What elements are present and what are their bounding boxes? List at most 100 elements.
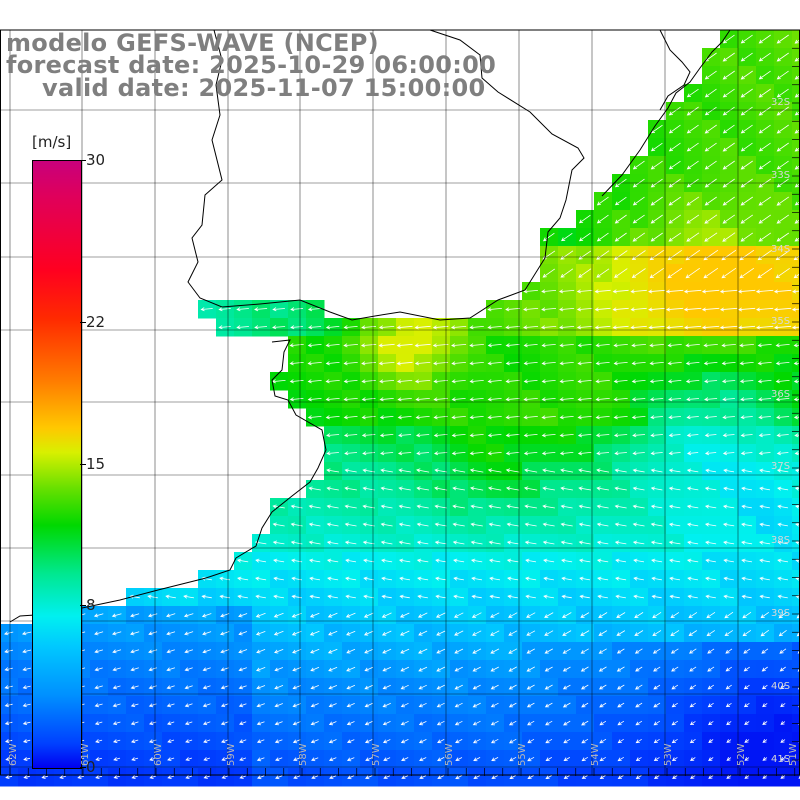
- wind-arrow: [237, 594, 248, 599]
- wind-arrow: [722, 160, 735, 170]
- wind-arrow: [632, 522, 645, 527]
- wind-arrow: [739, 361, 754, 366]
- wind-arrow: [723, 576, 734, 581]
- wind-arrow: [220, 649, 230, 654]
- wind-arrow: [505, 343, 520, 348]
- wind-arrow: [454, 630, 464, 636]
- wind-arrow: [238, 685, 247, 690]
- wind-speed-cell: [792, 246, 800, 265]
- wind-arrow: [689, 721, 696, 726]
- wind-arrow: [722, 52, 735, 62]
- wind-arrow: [505, 379, 520, 384]
- wind-arrow: [614, 468, 627, 473]
- wind-arrow: [307, 343, 322, 348]
- wind-arrow: [776, 232, 790, 242]
- wind-arrow: [379, 379, 395, 384]
- wind-arrow: [650, 142, 663, 152]
- wind-arrow: [559, 451, 574, 456]
- wind-arrow: [255, 558, 267, 563]
- wind-arrow: [759, 468, 771, 473]
- wind-arrow: [506, 540, 519, 545]
- wind-arrow: [595, 379, 610, 384]
- wind-arrow: [666, 325, 683, 330]
- wind-arrow: [780, 757, 786, 761]
- wind-arrow: [453, 576, 464, 581]
- coastline-south: [9, 339, 327, 623]
- wind-arrow: [725, 684, 732, 690]
- wind-arrow: [541, 343, 556, 348]
- wind-arrow: [741, 468, 753, 473]
- wind-arrow: [527, 756, 535, 762]
- wind-arrow: [683, 307, 702, 312]
- wind-arrow: [794, 486, 800, 491]
- wind-arrow: [740, 196, 754, 206]
- wind-arrow: [382, 721, 391, 726]
- wind-arrow: [703, 267, 719, 279]
- wind-arrow: [220, 721, 229, 726]
- wind-arrow: [542, 468, 556, 473]
- wind-arrow: [775, 361, 790, 366]
- wind-arrow: [256, 649, 266, 654]
- wind-arrow: [328, 757, 337, 762]
- wind-arrow: [650, 160, 663, 170]
- wind-arrow: [634, 612, 644, 619]
- latitude-label: 34S: [771, 244, 791, 255]
- wind-arrow: [184, 631, 194, 636]
- wind-arrow: [634, 684, 643, 690]
- wind-arrow: [777, 522, 788, 527]
- wind-arrow: [794, 75, 800, 80]
- wind-arrow: [775, 379, 790, 384]
- wind-arrow: [274, 649, 284, 654]
- wind-arrow: [326, 433, 340, 438]
- wind-arrow: [708, 775, 714, 779]
- wind-arrow: [653, 684, 661, 690]
- wind-arrow: [576, 307, 593, 312]
- wind-arrow: [436, 630, 446, 636]
- wind-arrow: [113, 757, 121, 761]
- wind-arrow: [274, 667, 284, 672]
- wind-arrow: [668, 232, 682, 242]
- wind-arrow: [595, 361, 610, 366]
- wind-arrow: [668, 468, 681, 473]
- wind-arrow: [617, 720, 625, 726]
- wind-arrow: [218, 325, 231, 330]
- wind-arrow: [381, 558, 393, 563]
- wind-arrow: [165, 594, 176, 599]
- wind-arrow: [416, 540, 429, 545]
- wind-arrow: [726, 721, 732, 726]
- wind-arrow: [739, 267, 755, 279]
- wind-arrow: [598, 648, 607, 654]
- wind-arrow: [685, 343, 700, 348]
- wind-arrow: [704, 397, 718, 402]
- wind-arrow: [791, 307, 800, 312]
- wind-arrow: [794, 147, 800, 152]
- wind-arrow: [309, 612, 320, 618]
- wind-arrow: [451, 415, 466, 420]
- wind-arrow: [649, 267, 664, 279]
- longitude-label: 60W: [153, 743, 164, 766]
- wind-arrow: [292, 739, 301, 744]
- wind-arrow: [5, 775, 13, 779]
- wind-arrow: [743, 702, 750, 708]
- wind-arrow: [379, 415, 394, 420]
- wind-arrow: [401, 757, 409, 762]
- wind-arrow: [508, 738, 517, 744]
- wind-arrow: [419, 757, 427, 762]
- wind-arrow: [776, 451, 789, 456]
- wind-arrow: [525, 558, 537, 563]
- wind-arrow: [759, 504, 770, 509]
- wind-speed-cell: [792, 516, 800, 535]
- wind-arrow: [793, 255, 800, 261]
- wind-arrow: [671, 720, 679, 726]
- wind-arrow: [524, 504, 537, 509]
- wind-arrow: [665, 289, 684, 294]
- wind-arrow: [274, 685, 284, 690]
- wind-arrow: [617, 775, 624, 780]
- wind-arrow: [148, 685, 157, 690]
- wind-arrow: [725, 666, 733, 672]
- wind-arrow: [705, 558, 716, 563]
- wind-arrow: [707, 648, 715, 654]
- wind-arrow: [616, 612, 626, 618]
- wind-arrow: [635, 775, 642, 780]
- wind-arrow: [686, 433, 699, 438]
